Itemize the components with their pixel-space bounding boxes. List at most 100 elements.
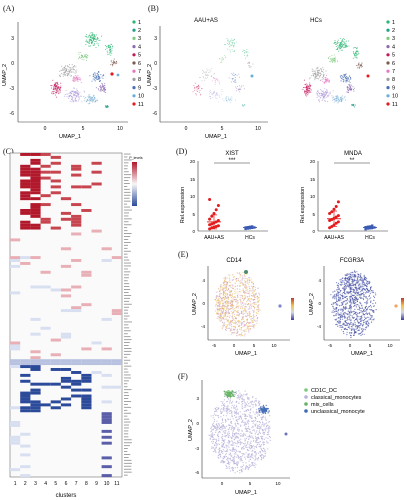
gene-label-glyph: [124, 448, 128, 449]
gene-label-glyph: [124, 224, 132, 226]
gene-label-glyph: [124, 377, 131, 379]
legend-swatch: [132, 61, 136, 65]
legend-label: 7: [392, 69, 395, 75]
legend-swatch: [132, 102, 136, 106]
heatmap-cell: [20, 373, 31, 377]
gene-label-glyph: [124, 268, 128, 270]
heatmap-x-tick: 5: [54, 481, 57, 487]
legend-swatch: [386, 86, 390, 90]
dotplots: XIST Rel.expression 0 5 10 15 20 *** AAU…: [180, 151, 388, 241]
y-tick: 0: [312, 229, 315, 234]
gene-label-glyph: [124, 186, 128, 187]
heatmap-cell: [30, 206, 41, 209]
data-point: [210, 214, 214, 218]
legend-swatch: [132, 86, 136, 90]
heatmap-cell: [10, 424, 21, 427]
heatmap-cell: [20, 167, 31, 171]
gene-label-glyph: [124, 209, 132, 211]
heatmap-cell: [81, 270, 92, 274]
heatmap-x-tick: 10: [104, 481, 110, 487]
heatmap-cell: [40, 164, 51, 168]
heatmap-cell: [30, 368, 41, 371]
data-point: [328, 226, 332, 230]
heatmap-cell: [101, 441, 112, 445]
heatmap-x-tick: 1: [14, 481, 17, 487]
gene-label-glyph: [124, 324, 129, 326]
legend-label: 9: [392, 85, 395, 91]
heatmap-cell: [60, 247, 72, 251]
heatmap-cell: [71, 382, 82, 386]
heatmap-cell: [40, 176, 51, 180]
y-tick: 15: [310, 177, 316, 182]
heatmap-cell: [60, 288, 72, 292]
panel-label: (A): [3, 4, 15, 13]
gene-label-glyph: [124, 283, 130, 285]
heatmap-cell: [20, 226, 31, 230]
heatmap-cell: [20, 191, 31, 195]
heatmap-cell: [10, 468, 21, 472]
dots-mnda: [327, 200, 377, 231]
heatmap-cell: [30, 167, 41, 171]
legend-swatch: [132, 28, 136, 32]
y-tick: 0: [202, 301, 205, 306]
heatmap-cell: [101, 359, 112, 363]
gene-label-glyph: [124, 462, 132, 464]
heatmap-cell: [101, 362, 112, 366]
heatmap-cell: [20, 194, 31, 198]
heatmap-cell: [71, 362, 82, 366]
gene-label-glyph: [124, 348, 132, 349]
data-point: [366, 225, 369, 228]
heatmap-cell: [20, 179, 31, 183]
heatmap-cell: [30, 406, 41, 410]
heatmap-cell: [91, 161, 102, 165]
heatmap-cell: [60, 362, 72, 366]
heatmap-cell: [40, 362, 51, 366]
heatmap-cell: [30, 214, 41, 218]
heatmap-cell: [81, 388, 92, 392]
x-tick: 5: [249, 481, 252, 486]
gene-label-glyph: [124, 465, 132, 467]
y-tick: 0: [196, 421, 199, 426]
gene-label-glyph: [124, 427, 129, 429]
heatmap-cell: [40, 220, 51, 224]
gene-label-glyph: [124, 471, 132, 473]
heatmap-cell: [50, 338, 61, 342]
heatmap-cell: [60, 294, 72, 298]
gene-label-glyph: [124, 303, 132, 305]
gene-label-glyph: [124, 333, 128, 335]
heatmap-cell: [20, 220, 31, 224]
gene-label-glyph: [124, 233, 132, 234]
legend-swatch: [132, 53, 136, 57]
gene-label-glyph: [124, 359, 131, 361]
legend-swatch: [386, 61, 390, 65]
panel-a: (A) 0 5 10 3 0 -3 -6 UMAP_1 UMAP_2 1 2 3 4 5…: [0, 0, 150, 148]
legend-label: 3: [138, 36, 141, 42]
heatmap-cell: [71, 164, 82, 168]
heatmap-cell: [20, 409, 31, 413]
heatmap-cell: [30, 203, 41, 207]
x-tick: 5: [253, 343, 256, 348]
data-point: [208, 217, 212, 221]
heatmap-cell: [71, 167, 82, 171]
heatmap-cell: [50, 191, 61, 195]
cluster-legend-b: 1 2 3 4 5 6 7 8 9 10 11: [386, 20, 398, 108]
heatmap-cell: [30, 173, 41, 177]
y-tick: -6: [195, 470, 199, 475]
heatmap-cell: [30, 382, 41, 386]
gene-label-glyph: [124, 156, 128, 158]
legend-label: 3: [392, 36, 395, 42]
data-point: [364, 228, 367, 231]
feature-title-fcgr3a: FCGR3A: [340, 258, 364, 264]
heatmap-cell: [20, 197, 31, 201]
heatmap-cell: [30, 350, 41, 354]
heatmap-cell: [30, 197, 41, 201]
x-tick: -5: [328, 343, 332, 348]
legend-label: 4: [138, 44, 141, 50]
heatmap-cell: [71, 379, 82, 383]
heatmap-x-tick: 8: [85, 481, 88, 487]
heatmap-cell: [50, 359, 61, 363]
heatmap-cell: [71, 388, 82, 392]
heatmap-cell: [81, 273, 92, 277]
heatmap-cell: [50, 179, 61, 183]
x-tick: 10: [387, 343, 393, 348]
